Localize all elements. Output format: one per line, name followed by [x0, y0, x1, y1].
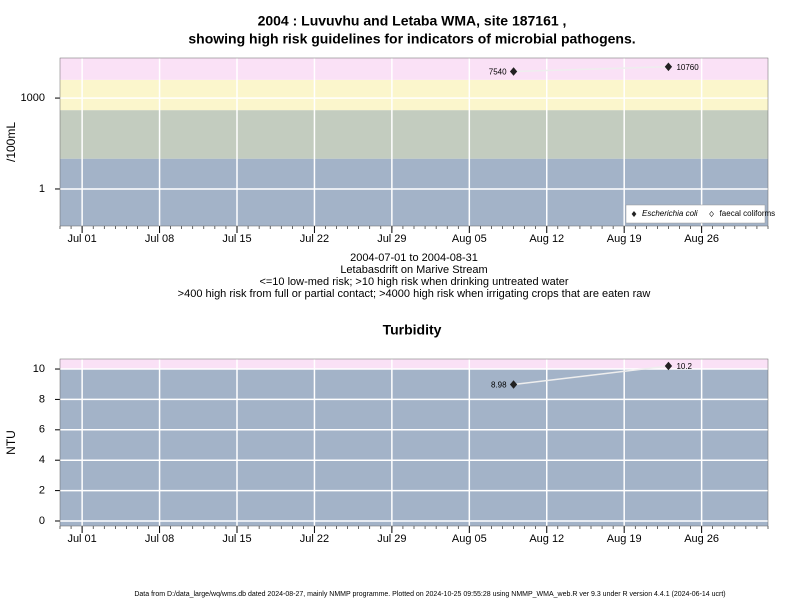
x-tick-label: Jul 22 — [300, 233, 329, 245]
risk-band — [60, 369, 768, 526]
data-point — [509, 67, 518, 76]
x-tick-label: Jul 15 — [222, 533, 251, 545]
chart-title: Turbidity — [383, 322, 442, 338]
data-label: 10760 — [676, 63, 699, 72]
x-tick-label: Aug 19 — [607, 533, 642, 545]
risk-band — [60, 79, 768, 111]
note: >400 high risk from full or partial cont… — [178, 288, 651, 300]
series-line — [513, 365, 669, 386]
y-tick-label: 2 — [39, 485, 45, 497]
y-tick-label: 6 — [39, 424, 45, 436]
data-point — [664, 361, 673, 371]
chart-title: 2004 : Luvuvhu and Letaba WMA, site 1871… — [258, 13, 567, 29]
legend-box — [625, 204, 766, 224]
y-tick-label: 1 — [39, 183, 45, 195]
x-tick-label: Jul 01 — [67, 233, 96, 245]
x-tick-label: Aug 12 — [529, 533, 564, 545]
plot-frame — [59, 358, 769, 527]
legend-marker — [631, 211, 637, 217]
y-tick-label: 1000 — [21, 92, 45, 104]
x-tick-label: Jul 15 — [222, 233, 251, 245]
note: Letabasdrift on Marive Stream — [340, 264, 487, 276]
y-tick-label: 10 — [33, 363, 45, 375]
footer: Data from D:/data_large/wq/wms.db dated … — [134, 591, 725, 598]
chart-title: showing high risk guidelines for indicat… — [188, 31, 635, 47]
x-tick-label: Jul 08 — [145, 533, 174, 545]
legend-marker — [709, 211, 714, 217]
note: <=10 low-med risk; >10 high risk when dr… — [259, 276, 568, 288]
risk-band — [60, 359, 768, 370]
plot-frame — [59, 57, 769, 227]
x-tick-label: Jul 08 — [145, 233, 174, 245]
risk-band — [60, 58, 768, 80]
x-tick-label: Jul 22 — [300, 533, 329, 545]
x-tick-label: Jul 01 — [67, 533, 96, 545]
x-tick-label: Aug 05 — [452, 533, 487, 545]
x-tick-label: Aug 26 — [684, 233, 719, 245]
data-label: 7540 — [489, 68, 507, 77]
data-point — [664, 62, 673, 72]
x-tick-label: Aug 12 — [529, 233, 564, 245]
x-tick-label: Aug 05 — [452, 233, 487, 245]
x-tick-label: Aug 26 — [684, 533, 719, 545]
y-tick-label: 8 — [39, 393, 45, 405]
note: 2004-07-01 to 2004-08-31 — [350, 252, 478, 264]
legend-label: faecal coliforms — [720, 209, 776, 218]
data-label: 8.98 — [491, 381, 507, 390]
x-tick-label: Aug 19 — [607, 233, 642, 245]
legend-label: Escherichia coli — [642, 209, 698, 218]
series-line — [513, 66, 669, 73]
y-axis-label: /100mL — [4, 122, 18, 162]
data-point — [509, 380, 518, 389]
x-tick-label: Jul 29 — [377, 233, 406, 245]
y-tick-label: 4 — [39, 454, 45, 466]
y-tick-label: 0 — [39, 515, 45, 527]
risk-band — [60, 110, 768, 159]
y-axis-label: NTU — [4, 430, 18, 455]
data-label: 10.2 — [676, 362, 692, 371]
x-tick-label: Jul 29 — [377, 533, 406, 545]
